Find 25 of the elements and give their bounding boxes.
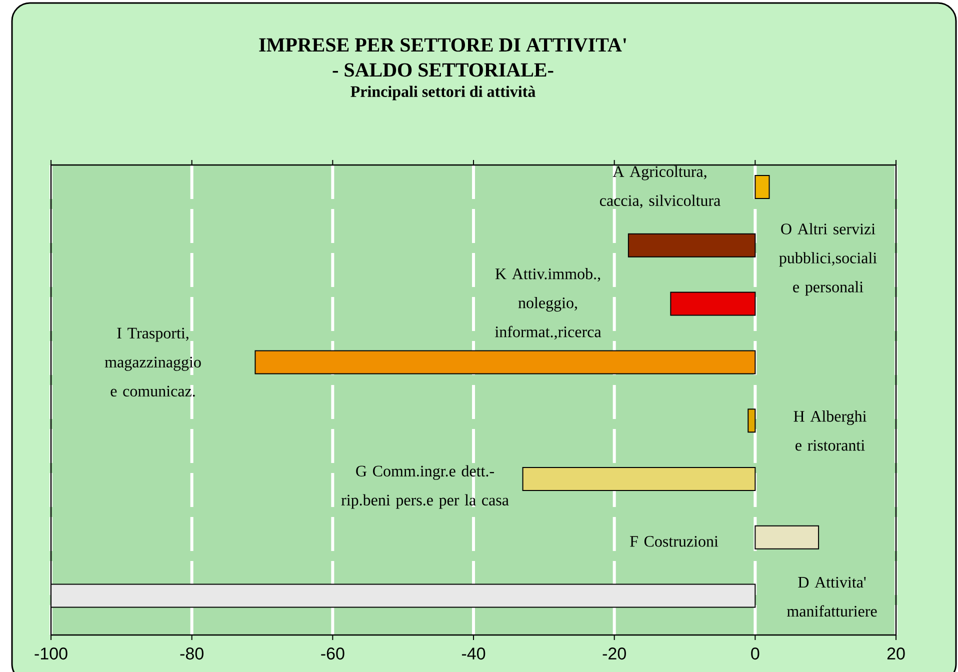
bar — [748, 408, 756, 433]
bar — [754, 175, 770, 199]
y-tick-label: D Attivita' manifatturiere — [787, 576, 877, 617]
bar — [628, 233, 756, 258]
y-tick-label: I Trasporti, magazzinaggio e comunicaz. — [104, 328, 201, 397]
chart-title: IMPRESE PER SETTORE DI ATTIVITA' — [259, 38, 626, 52]
y-tick-label: H Alberghi e ristoranti — [794, 410, 866, 451]
text: Principali settori di attività — [350, 86, 536, 100]
x-tick-label: -20 — [602, 648, 626, 660]
x-tick-label: 0 — [751, 648, 760, 660]
chart-subtitle: - SALDO SETTORIALE- — [332, 63, 554, 77]
x-tick-label: 20 — [887, 648, 905, 660]
bar — [522, 467, 756, 492]
bar — [754, 525, 820, 550]
x-tick-label: -80 — [180, 648, 204, 660]
y-tick-label: K Attiv.immob., noleggio, informat.,ricerca — [495, 268, 602, 340]
y-tick-label: O Altri servizi pubblici,sociali e personali — [779, 223, 877, 296]
bar — [670, 292, 756, 316]
bar — [254, 350, 756, 374]
y-tick-label: G Comm.ingr.e dett.-rip.beni pers.e per la casa — [341, 465, 509, 509]
y-tick-label: F Costruzioni — [630, 536, 718, 547]
x-tick-label: -60 — [321, 648, 344, 660]
x-tick-label: -40 — [462, 648, 486, 660]
y-tick-label: A Agricoltura, caccia, silvicoltura — [600, 166, 720, 208]
x-tick-label: -100 — [34, 648, 68, 660]
